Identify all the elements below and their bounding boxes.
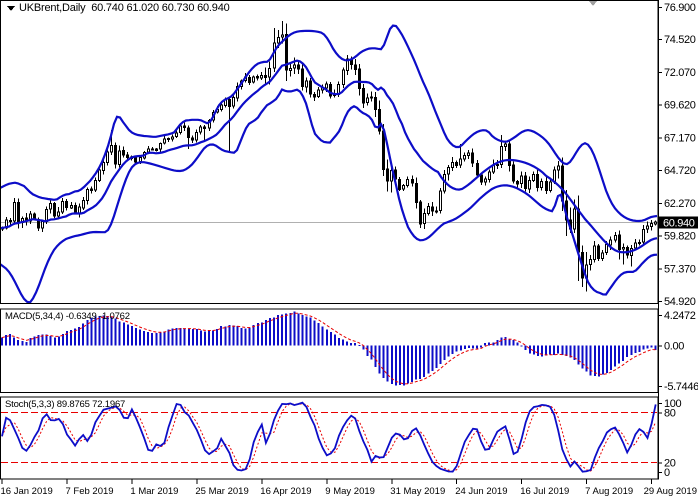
svg-text:31 May 2019: 31 May 2019	[390, 486, 445, 497]
svg-text:16 Jan 2019: 16 Jan 2019	[1, 486, 53, 497]
svg-text:20: 20	[664, 458, 676, 470]
svg-text:7 Feb 2019: 7 Feb 2019	[66, 486, 114, 497]
svg-text:67.170: 67.170	[664, 132, 696, 144]
svg-text:64.720: 64.720	[664, 165, 696, 177]
svg-text:25 Mar 2019: 25 Mar 2019	[195, 486, 248, 497]
svg-text:24 Jun 2019: 24 Jun 2019	[455, 486, 507, 497]
svg-text:76.900: 76.900	[664, 2, 696, 14]
svg-text:74.520: 74.520	[664, 34, 696, 46]
svg-text:7 Aug 2019: 7 Aug 2019	[585, 486, 633, 497]
svg-text:0.00: 0.00	[664, 341, 684, 353]
svg-text:72.070: 72.070	[664, 67, 696, 79]
svg-text:80: 80	[664, 408, 676, 420]
svg-text:1 Mar 2019: 1 Mar 2019	[130, 486, 178, 497]
svg-text:0: 0	[664, 467, 670, 479]
svg-text:62.270: 62.270	[664, 198, 696, 210]
svg-text:69.620: 69.620	[664, 100, 696, 112]
svg-text:100: 100	[664, 398, 682, 410]
svg-text:-5.7446: -5.7446	[664, 381, 698, 393]
svg-text:4.2472: 4.2472	[664, 310, 696, 322]
svg-text:29 Aug 2019: 29 Aug 2019	[644, 486, 697, 497]
svg-text:MACD(5,34,4) -0.6349 -1.0762: MACD(5,34,4) -0.6349 -1.0762	[5, 311, 130, 322]
svg-text:16 Jul 2019: 16 Jul 2019	[520, 486, 569, 497]
svg-text:60.940: 60.940	[663, 218, 695, 230]
svg-text:59.820: 59.820	[664, 231, 696, 243]
svg-text:54.920: 54.920	[664, 296, 696, 308]
svg-text:57.370: 57.370	[664, 263, 696, 275]
svg-text:UKBrent,Daily 60.740 61.020 6: UKBrent,Daily 60.740 61.020 60.730 60.94…	[19, 2, 230, 14]
svg-text:Stoch(5,3,3) 89.8765 72.1967: Stoch(5,3,3) 89.8765 72.1967	[5, 399, 125, 410]
svg-text:16 Apr 2019: 16 Apr 2019	[260, 486, 311, 497]
svg-text:9 May 2019: 9 May 2019	[325, 486, 375, 497]
